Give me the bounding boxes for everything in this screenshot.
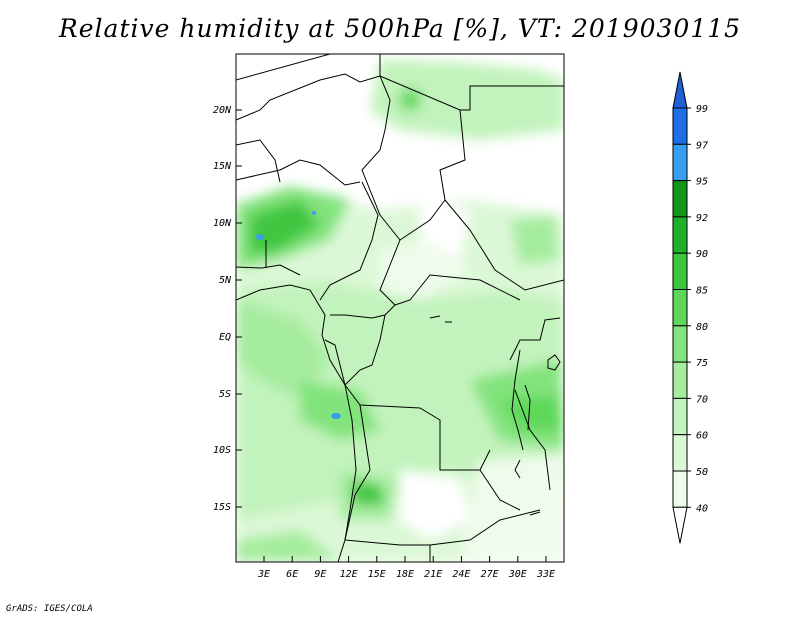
humidity-spot	[256, 234, 264, 240]
colorbar-label: 99	[696, 104, 708, 115]
lon-tick-label: 30E	[508, 569, 527, 580]
lon-tick-label: 6E	[286, 569, 298, 580]
colorbar-label: 70	[696, 394, 708, 405]
lat-tick-label: 20N	[213, 105, 232, 116]
colorbar-label: 97	[696, 140, 708, 151]
colorbar-label: 92	[696, 213, 708, 224]
country-borders	[236, 54, 564, 562]
lon-tick-label: 3E	[257, 569, 270, 580]
lon-axis: 3E 6E 9E 12E 15E 18E 21E 24E 27E 30E 33E	[257, 556, 555, 580]
colorbar-label: 95	[696, 177, 708, 188]
lon-tick-label: 12E	[340, 569, 358, 580]
lon-tick-label: 9E	[314, 569, 326, 580]
colorbar-label: 80	[696, 322, 708, 333]
colorbar-swatch	[672, 180, 688, 218]
colorbar-swatch	[672, 361, 688, 399]
map-frame	[235, 53, 565, 563]
lat-tick-label: 10N	[213, 218, 232, 229]
colorbar-label: 50	[696, 467, 708, 478]
colorbar-swatch	[672, 434, 688, 472]
lon-tick-label: 21E	[424, 569, 442, 580]
lat-tick-label: 10S	[213, 445, 231, 456]
colorbar-bottom-arrow	[672, 506, 688, 544]
lon-tick-label: 24E	[452, 569, 470, 580]
lon-tick-label: 27E	[481, 569, 499, 580]
colorbar-top-arrow	[672, 71, 688, 109]
lat-axis: 20N 15N 10N 5N EQ 5S 10S 15S	[213, 105, 242, 513]
grads-credit: GrADS: IGES/COLA	[6, 604, 93, 614]
humidity-spot	[331, 413, 341, 419]
colorbar-swatch	[672, 289, 688, 327]
colorbar-swatch	[672, 397, 688, 436]
lon-tick-label: 18E	[396, 569, 414, 580]
colorbar: 99 97 95 92 90 85 80 75 70 60 50 40	[672, 71, 708, 544]
lat-tick-label: 15N	[213, 161, 232, 172]
colorbar-swatch	[672, 470, 688, 508]
humidity-field	[236, 54, 564, 562]
coastline	[236, 284, 561, 562]
colorbar-swatch	[672, 143, 688, 182]
colorbar-swatch	[672, 216, 688, 254]
colorbar-label: 60	[696, 431, 708, 442]
colorbar-swatch	[672, 325, 688, 363]
colorbar-label: 90	[696, 249, 708, 260]
lat-tick-label: 15S	[213, 502, 231, 513]
map-title: Relative humidity at 500hPa [%], VT: 201…	[58, 14, 742, 43]
colorbar-label: 75	[696, 358, 708, 369]
lon-tick-label: 33E	[536, 569, 555, 580]
humidity-spot	[312, 211, 316, 215]
lat-tick-label: 5N	[219, 275, 232, 286]
lat-tick-label: 5S	[219, 389, 231, 400]
colorbar-swatch	[672, 107, 688, 145]
colorbar-label: 85	[696, 286, 708, 297]
colorbar-swatch	[672, 252, 688, 290]
colorbar-label: 40	[696, 503, 708, 514]
lat-tick-label: EQ	[219, 332, 231, 343]
lon-tick-label: 15E	[368, 569, 386, 580]
